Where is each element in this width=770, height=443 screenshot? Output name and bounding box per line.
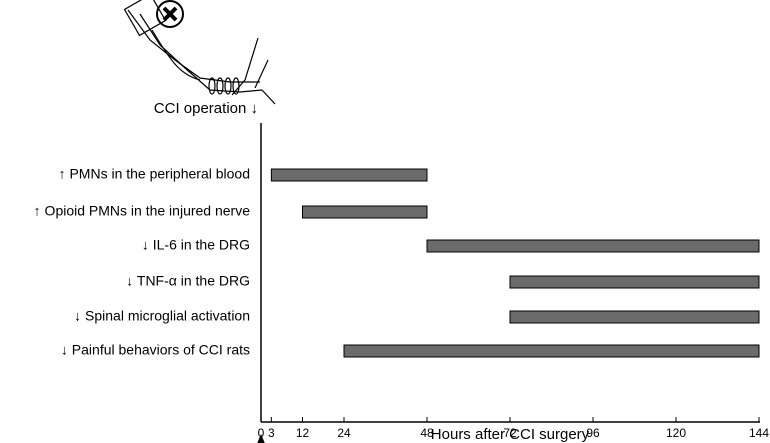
row-label: ↑ PMNs in the peripheral blood [59, 166, 250, 182]
x-tick-label: 12 [296, 426, 310, 440]
row-label: ↓ IL-6 in the DRG [142, 237, 250, 253]
x-tick-label: 48 [420, 426, 434, 440]
x-tick-label: 24 [337, 426, 351, 440]
x-axis-title: Hours after CCI surgery [431, 426, 590, 443]
x-tick-label: 72 [503, 426, 517, 440]
row-label: ↓ Spinal microglial activation [74, 308, 250, 324]
x-tick-label: 120 [666, 426, 686, 440]
bar [270, 168, 428, 182]
x-tick-label: 144 [749, 426, 769, 440]
x-tick-label: 3 [268, 426, 275, 440]
start-marker [257, 434, 265, 443]
x-tick-label: 0 [258, 426, 265, 440]
annotation: CCI operation ↓ [154, 100, 258, 117]
row-label: ↑ Opioid PMNs in the injured nerve [34, 203, 251, 219]
row-label: ↓ TNF-α in the DRG [126, 273, 250, 289]
x-tick-label: 96 [586, 426, 600, 440]
bar [509, 310, 760, 324]
bar [302, 205, 428, 219]
bar [509, 275, 760, 289]
bar [426, 239, 760, 253]
nerve-sketch [123, 0, 276, 105]
bar [343, 344, 760, 358]
row-label: ↓ Painful behaviors of CCI rats [61, 342, 250, 358]
